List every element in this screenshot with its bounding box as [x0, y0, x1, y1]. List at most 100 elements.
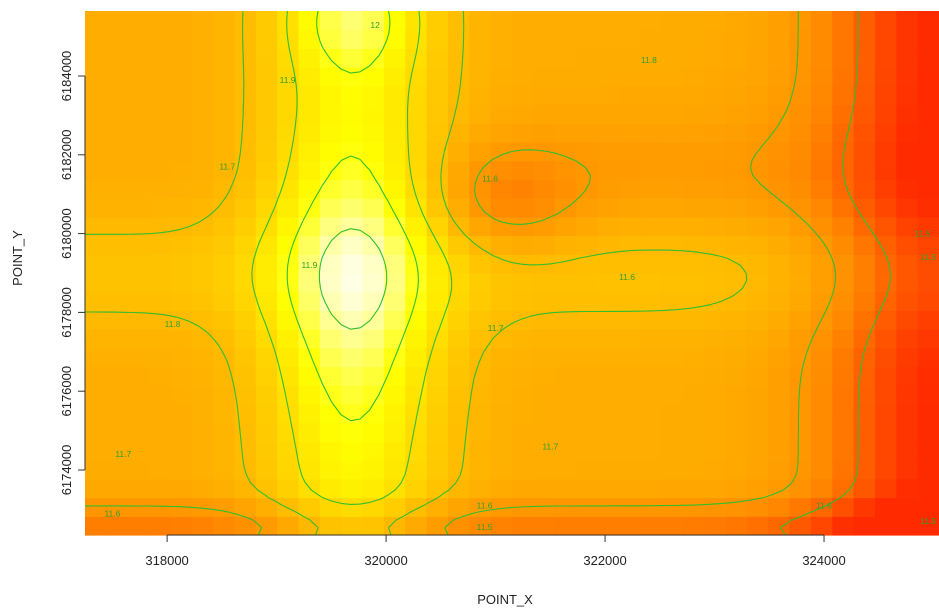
heatmap-cell [191, 291, 214, 312]
heatmap-cell [191, 179, 214, 199]
heatmap-cell [512, 329, 534, 349]
heatmap-cell [618, 310, 641, 330]
heatmap-cell [255, 123, 278, 143]
contour-label: 12 [370, 20, 380, 30]
heatmap-cell [149, 366, 171, 386]
heatmap-cell [341, 366, 364, 386]
heatmap-cell [896, 497, 919, 517]
heatmap-cell [704, 347, 727, 368]
heatmap-cell [682, 478, 705, 499]
heatmap-cell [426, 29, 449, 50]
heatmap-cell [319, 123, 342, 143]
heatmap-cell [789, 254, 812, 274]
heatmap-cell [746, 516, 769, 536]
heatmap-cell [490, 273, 513, 293]
heatmap-cell [383, 254, 406, 274]
heatmap-cell [85, 29, 107, 50]
heatmap-cell [447, 291, 470, 312]
heatmap-cell [896, 422, 919, 443]
heatmap-cell [853, 123, 876, 143]
heatmap-cell [191, 160, 214, 181]
heatmap-cell [597, 198, 620, 218]
heatmap-cell [832, 198, 855, 218]
heatmap-cell [746, 404, 769, 424]
heatmap-cell [512, 441, 534, 461]
heatmap-cell [682, 160, 705, 181]
heatmap-cell [490, 179, 513, 199]
heatmap-cell [746, 310, 769, 330]
heatmap-cell [234, 104, 257, 124]
heatmap-cell [383, 385, 406, 405]
heatmap-cell [405, 29, 428, 50]
heatmap-cell [149, 254, 171, 274]
heatmap-cell [85, 366, 107, 386]
contour-line [779, 11, 891, 536]
heatmap-cell [640, 29, 663, 50]
heatmap-cell [213, 404, 236, 424]
heatmap-cell [341, 385, 364, 405]
heatmap-cell [447, 516, 470, 536]
heatmap-cell [149, 347, 171, 368]
heatmap-cell [554, 516, 577, 536]
heatmap-cell [554, 235, 577, 255]
heatmap-cell [810, 329, 833, 349]
heatmap-cell [234, 123, 257, 143]
heatmap-cell [426, 497, 449, 517]
heatmap-cell [853, 142, 876, 162]
heatmap-cell [704, 67, 727, 87]
heatmap-cell [149, 273, 171, 293]
heatmap-cell [597, 460, 620, 480]
contour-label: 11.6 [477, 501, 493, 511]
heatmap-cell [640, 198, 663, 218]
heatmap-cell [234, 198, 257, 218]
heatmap-cell [576, 310, 598, 330]
heatmap-cell [490, 11, 513, 31]
heatmap-cell [917, 497, 939, 517]
heatmap-cell [640, 142, 663, 162]
heatmap-cell [106, 216, 129, 237]
heatmap-cell [810, 85, 833, 106]
heatmap-cell [127, 123, 150, 143]
heatmap-cell [170, 67, 193, 87]
heatmap-cell [576, 404, 598, 424]
heatmap-cell [213, 235, 236, 255]
heatmap-cell [447, 11, 470, 31]
heatmap-cell [170, 142, 193, 162]
heatmap-cell [319, 516, 342, 536]
heatmap-cell [704, 516, 727, 536]
heatmap-cell [682, 179, 705, 199]
heatmap-cell [127, 48, 150, 68]
heatmap-cell [874, 198, 897, 218]
heatmap-cell [127, 29, 150, 50]
heatmap-cell [170, 179, 193, 199]
heatmap-cell [597, 516, 620, 536]
heatmap-cell [810, 478, 833, 499]
heatmap-cell [832, 329, 855, 349]
heatmap-cell [191, 67, 214, 87]
heatmap-cell [341, 216, 364, 237]
heatmap-cell [853, 516, 876, 536]
axes [84, 76, 825, 536]
heatmap-cell [213, 123, 236, 143]
heatmap-cell [725, 123, 748, 143]
heatmap-cell [127, 273, 150, 293]
heatmap-cell [768, 273, 791, 293]
heatmap-cell [127, 497, 150, 517]
heatmap-cell [255, 235, 278, 255]
heatmap-cell [874, 123, 897, 143]
heatmap-cell [661, 142, 684, 162]
heatmap-cell [191, 11, 214, 31]
heatmap-cell [170, 329, 193, 349]
heatmap-cell [298, 516, 321, 536]
heatmap-cell [576, 422, 598, 443]
heatmap-cell [640, 273, 663, 293]
heatmap-cell [447, 441, 470, 461]
heatmap-cell [426, 67, 449, 87]
heatmap-cell [106, 310, 129, 330]
heatmap-cell [618, 441, 641, 461]
heatmap-cell [277, 310, 300, 330]
heatmap-cell [319, 329, 342, 349]
heatmap-cell [704, 179, 727, 199]
heatmap-cell [597, 497, 620, 517]
y-tick-label: 6174000 [59, 445, 74, 496]
